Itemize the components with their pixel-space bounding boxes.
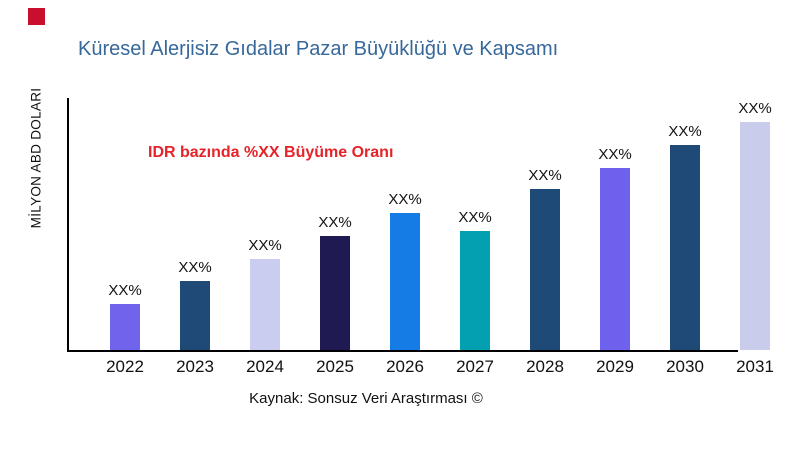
x-tick-label-2027: 2027	[456, 357, 494, 376]
bar-value-label-2029: XX%	[598, 146, 632, 163]
logo-mark	[28, 8, 45, 25]
growth-annotation: IDR bazında %XX Büyüme Oranı	[148, 144, 394, 161]
x-tick-label-2028: 2028	[526, 357, 564, 376]
bar-value-label-2025: XX%	[318, 214, 352, 231]
bar-2024	[250, 259, 280, 350]
bar-2025	[320, 236, 350, 350]
bar-2026	[390, 213, 420, 350]
bar-2028	[530, 189, 560, 350]
bar-value-label-2024: XX%	[248, 237, 282, 254]
bar-value-label-2023: XX%	[178, 259, 212, 276]
x-tick-label-2025: 2025	[316, 357, 354, 376]
x-tick-label-2023: 2023	[176, 357, 214, 376]
source-note: Kaynak: Sonsuz Veri Araştırması ©	[249, 390, 483, 407]
bar-value-label-2022: XX%	[108, 282, 142, 299]
bar-2027	[460, 231, 490, 350]
x-tick-label-2022: 2022	[106, 357, 144, 376]
chart-title: Küresel Alerjisiz Gıdalar Pazar Büyüklüğ…	[78, 38, 559, 60]
bar-2030	[670, 145, 700, 350]
x-tick-label-2024: 2024	[246, 357, 284, 376]
bar-value-label-2030: XX%	[668, 123, 702, 140]
x-tick-label-2029: 2029	[596, 357, 634, 376]
x-tick-label-2031: 2031	[736, 357, 774, 376]
y-axis-line	[67, 98, 69, 352]
x-tick-label-2026: 2026	[386, 357, 424, 376]
bar-2029	[600, 168, 630, 350]
x-axis-line	[67, 350, 738, 352]
bar-value-label-2028: XX%	[528, 167, 562, 184]
y-axis-label: MİLYON ABD DOLARI	[28, 87, 44, 229]
bar-2023	[180, 281, 210, 350]
bar-value-label-2031: XX%	[738, 100, 772, 117]
bar-2031	[740, 122, 770, 350]
bar-value-label-2026: XX%	[388, 191, 422, 208]
bar-2022	[110, 304, 140, 350]
x-tick-label-2030: 2030	[666, 357, 704, 376]
bar-value-label-2027: XX%	[458, 209, 492, 226]
